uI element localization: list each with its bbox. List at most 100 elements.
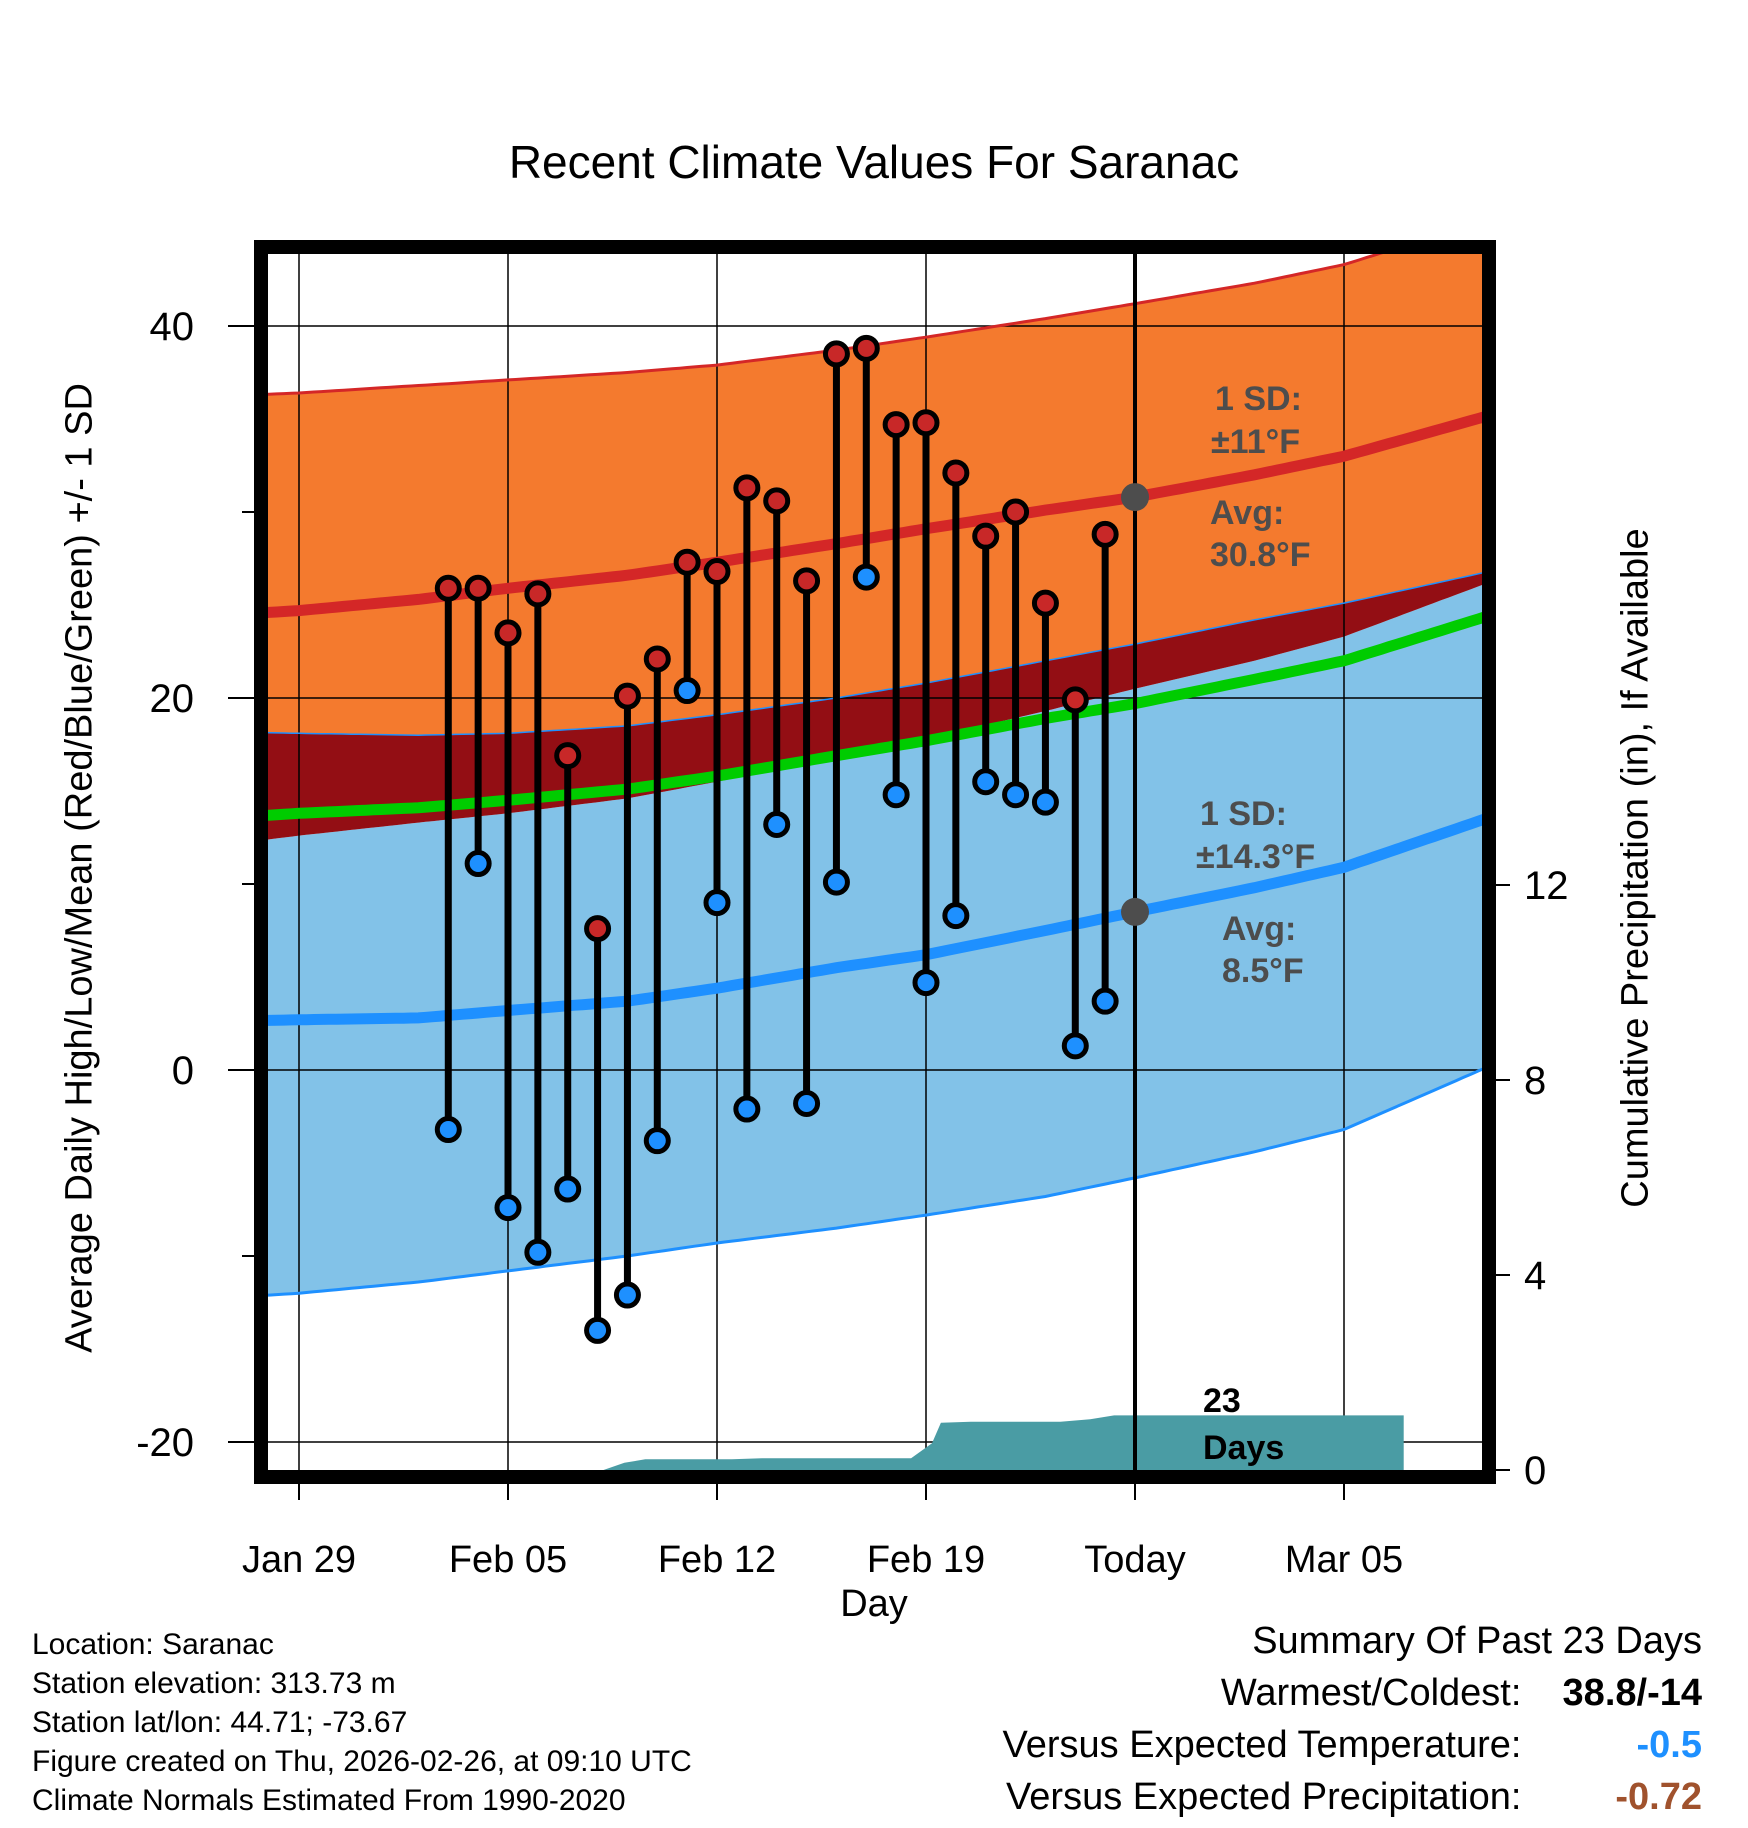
- obs-high-point: [972, 522, 1000, 550]
- obs-high-point: [793, 567, 821, 595]
- high-avg-value: 30.8°F: [1210, 536, 1311, 574]
- summary-heading: Summary Of Past 23 Days: [1252, 1620, 1702, 1662]
- obs-high-point: [554, 742, 582, 770]
- low-sd-label: 1 SD:: [1200, 795, 1287, 833]
- mean-avg-line: [268, 612, 1482, 821]
- low-avg-label: Avg:: [1222, 910, 1296, 948]
- obs-low-point: [673, 677, 701, 705]
- obs-low-point: [464, 850, 492, 878]
- precip-area: [603, 1415, 1404, 1470]
- precip-departure-label: Versus Expected Precipitation:: [1006, 1776, 1522, 1818]
- x-tick-label: Today: [1084, 1539, 1185, 1581]
- obs-low-point: [1061, 1032, 1089, 1060]
- obs-high-point: [673, 548, 701, 576]
- obs-high-point: [942, 459, 970, 487]
- low-avg-today-marker: [1121, 897, 1149, 926]
- high-avg-today-marker: [1121, 483, 1149, 512]
- days-word: Days: [1203, 1429, 1284, 1467]
- obs-low-point: [822, 868, 850, 896]
- y-left-tick-label: 20: [150, 677, 195, 721]
- info-elevation: Station elevation: 313.73 m: [32, 1667, 396, 1700]
- y-left-tick-label: -20: [136, 1421, 194, 1465]
- obs-low-point: [703, 889, 731, 917]
- obs-low-point: [882, 781, 910, 809]
- y-right-tick-label: 8: [1524, 1059, 1546, 1103]
- low-avg-value: 8.5°F: [1222, 952, 1304, 990]
- high-sd-upper-line: [268, 254, 1384, 396]
- y-right-tick-label: 4: [1524, 1254, 1546, 1298]
- obs-high-point: [763, 487, 791, 515]
- observations: [434, 254, 1149, 1470]
- plot-border: [254, 240, 1496, 1484]
- temp-departure-label: Versus Expected Temperature:: [1002, 1724, 1522, 1766]
- high-sd-label: 1 SD:: [1215, 380, 1302, 418]
- x-axis-label: Day: [840, 1583, 908, 1625]
- station-info: Location: Saranac Station elevation: 313…: [32, 1625, 692, 1820]
- obs-high-point: [524, 580, 552, 608]
- obs-low-point: [942, 902, 970, 930]
- obs-low-point: [972, 768, 1000, 796]
- obs-low-point: [1091, 987, 1119, 1015]
- x-tick-label: Mar 05: [1285, 1539, 1403, 1581]
- high-sd-band: [268, 254, 1482, 736]
- obs-low-point: [912, 969, 940, 997]
- info-normals: Climate Normals Estimated From 1990-2020: [32, 1784, 626, 1817]
- precip-cumulative-area: [603, 1415, 1404, 1470]
- summary-temp: Versus Expected Temperature: -0.5: [1003, 1719, 1702, 1771]
- obs-low-point: [584, 1316, 612, 1344]
- warmest-coldest-value: 38.8/-14: [1562, 1672, 1702, 1714]
- y-left-tick-label: 0: [172, 1049, 194, 1093]
- x-tick-label: Feb 05: [449, 1539, 567, 1581]
- low-sd-band: [268, 585, 1482, 1296]
- high-sd-value: ±11°F: [1211, 423, 1300, 461]
- normal-bands: [268, 254, 1482, 1296]
- axis-ticks: Jan 29 Feb 05 Feb 12 Feb 19 Today Mar 05 -20 0 2…: [136, 305, 1568, 1581]
- obs-high-point: [822, 340, 850, 368]
- high-sd-lower-line: [268, 572, 1482, 736]
- x-tick-label: Jan 29: [242, 1539, 356, 1581]
- y-right-tick-label: 0: [1524, 1449, 1546, 1493]
- obs-high-point: [882, 411, 910, 439]
- obs-high-point: [613, 682, 641, 710]
- obs-high-point: [1061, 686, 1089, 714]
- warmest-coldest-label: Warmest/Coldest:: [1220, 1672, 1522, 1714]
- temp-departure-value: -0.5: [1636, 1724, 1702, 1766]
- obs-low-point: [434, 1116, 462, 1144]
- obs-high-point: [1091, 520, 1119, 548]
- obs-low-point: [1031, 788, 1059, 816]
- obs-low-point: [793, 1089, 821, 1117]
- obs-high-point: [643, 645, 671, 673]
- plot-frame: [254, 240, 1496, 1484]
- x-tick-label: Feb 12: [658, 1539, 776, 1581]
- obs-high-point: [584, 915, 612, 943]
- days-count: 23: [1203, 1382, 1241, 1420]
- summary-warmest-coldest: Warmest/Coldest: 38.8/-14: [1003, 1667, 1702, 1719]
- obs-high-point: [912, 409, 940, 437]
- summary-panel: Summary Of Past 23 Days Warmest/Coldest:…: [1003, 1615, 1702, 1823]
- obs-high-point: [464, 574, 492, 602]
- summary-precip: Versus Expected Precipitation: -0.72: [1003, 1771, 1702, 1823]
- low-sd-lower-line: [268, 1067, 1482, 1297]
- annotations: 1 SD: ±11°F Avg: 30.8°F 1 SD: ±14.3°F Av…: [1196, 380, 1315, 1467]
- obs-low-point: [524, 1238, 552, 1266]
- low-avg-line: [268, 814, 1482, 1026]
- obs-high-point: [733, 474, 761, 502]
- obs-low-point: [643, 1127, 671, 1155]
- obs-high-point: [1031, 589, 1059, 617]
- info-location: Location: Saranac: [32, 1628, 274, 1661]
- high-avg-label: Avg:: [1210, 494, 1284, 532]
- x-tick-label: Feb 19: [867, 1539, 985, 1581]
- y-left-tick-label: 40: [150, 305, 195, 349]
- obs-low-point: [852, 563, 880, 591]
- low-sd-value: ±14.3°F: [1196, 838, 1315, 876]
- y-axis-left-label: Average Daily High/Low/Mean (Red/Blue/Gr…: [58, 383, 101, 1353]
- overlap-band: [268, 573, 1482, 840]
- y-right-tick-label: 12: [1524, 864, 1569, 908]
- obs-high-point: [434, 574, 462, 602]
- info-created: Figure created on Thu, 2026-02-26, at 09…: [32, 1745, 692, 1778]
- obs-high-point: [703, 558, 731, 586]
- y-axis-right-label: Cumulative Precipitation (in), If Availa…: [1614, 528, 1657, 1208]
- obs-high-point: [852, 334, 880, 362]
